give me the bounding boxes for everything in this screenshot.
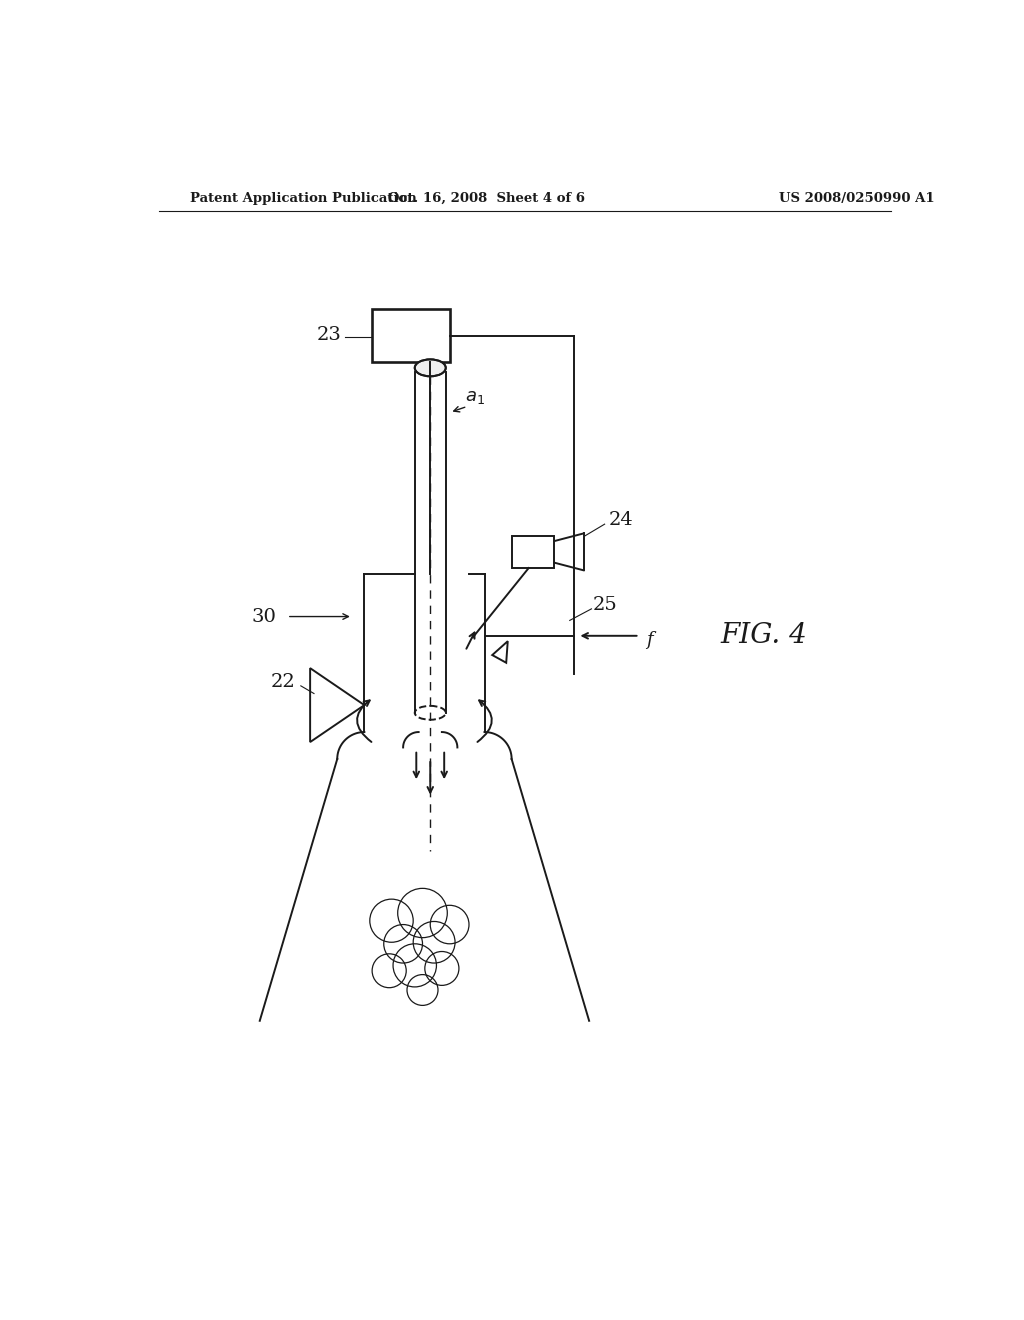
Text: $a_1$: $a_1$ — [465, 388, 485, 407]
Text: US 2008/0250990 A1: US 2008/0250990 A1 — [779, 191, 935, 205]
Text: f: f — [646, 631, 652, 648]
Text: Oct. 16, 2008  Sheet 4 of 6: Oct. 16, 2008 Sheet 4 of 6 — [387, 191, 585, 205]
Text: 22: 22 — [270, 673, 295, 690]
Text: 30: 30 — [251, 607, 276, 626]
Text: 25: 25 — [593, 597, 617, 614]
Bar — [512, 536, 554, 568]
Text: 24: 24 — [608, 511, 633, 529]
Text: FIG. 4: FIG. 4 — [720, 622, 807, 649]
Text: 23: 23 — [316, 326, 341, 345]
Text: Patent Application Publication: Patent Application Publication — [190, 191, 417, 205]
Ellipse shape — [415, 359, 445, 376]
Bar — [372, 309, 450, 363]
